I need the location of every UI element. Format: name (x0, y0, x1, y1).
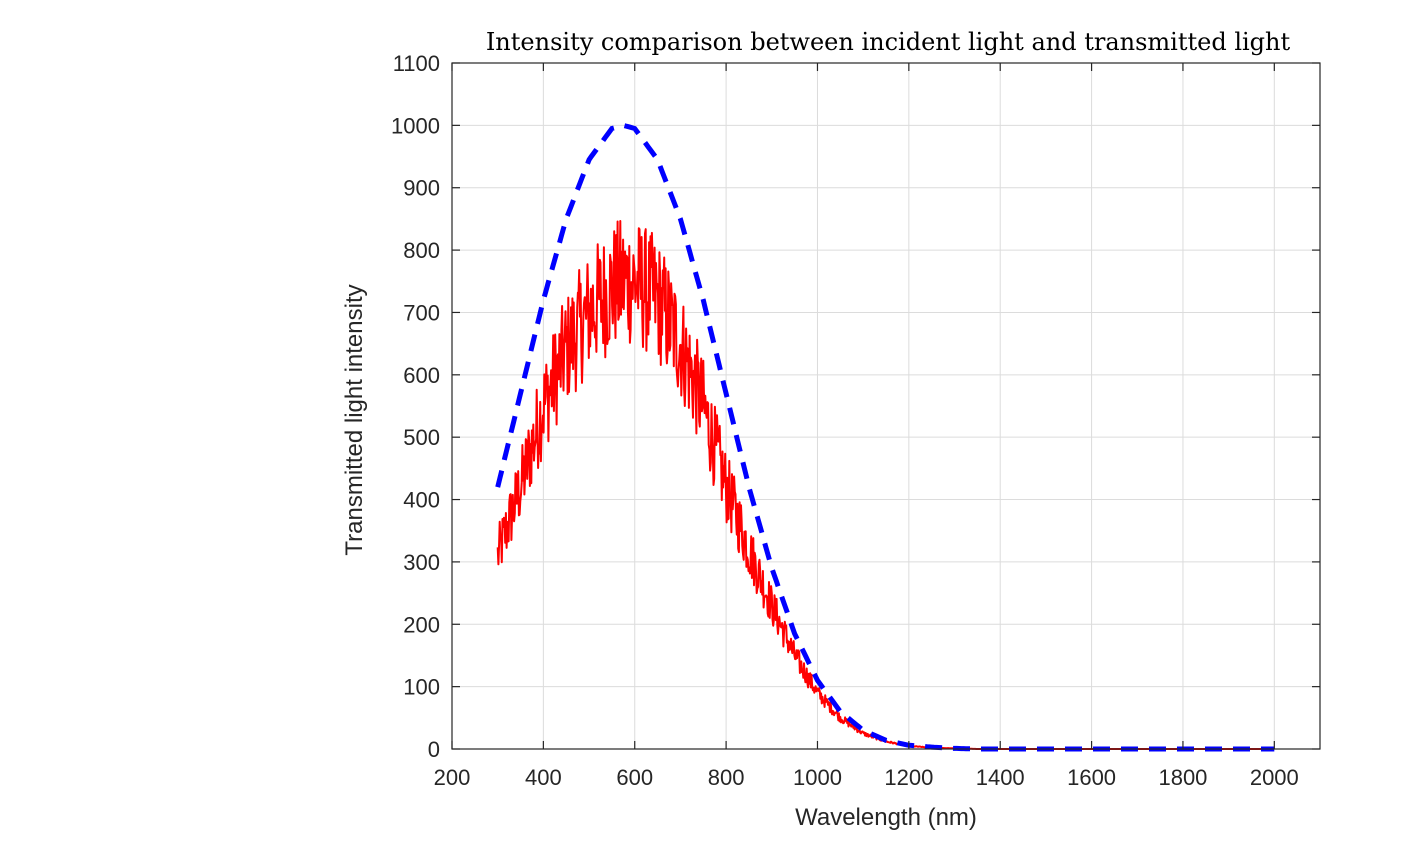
y-tick-label: 100 (403, 675, 440, 700)
x-tick-label: 400 (525, 765, 562, 790)
ticks: 200 400 600 800 1000 1200 1400 1600 1800 2000 0 100… (391, 51, 1320, 790)
axes-box (451, 62, 1321, 750)
y-tick-label: 600 (403, 363, 440, 388)
x-axis-label: Wavelength (nm) (795, 804, 977, 831)
y-axis-label: Transmitted light intensity (341, 284, 368, 555)
y-tick-label: 0 (428, 737, 440, 762)
series-line-dashed (495, 122, 1275, 752)
grid (451, 62, 1320, 750)
x-tick-label: 1400 (976, 765, 1025, 790)
x-tick-label: 1800 (1158, 765, 1207, 790)
x-tick-label: 1000 (793, 765, 842, 790)
y-tick-label: 300 (403, 550, 440, 575)
y-tick-label: 700 (403, 300, 440, 325)
x-tick-label: 1600 (1067, 765, 1116, 790)
y-tick-label: 1000 (391, 113, 440, 138)
x-tick-label: 1200 (884, 765, 933, 790)
y-tick-label: 200 (403, 612, 440, 637)
chart-title: Intensity comparison between incident li… (486, 28, 1291, 56)
x-tick-label: 200 (434, 765, 471, 790)
series-line-noisy (496, 220, 1275, 750)
y-tick-label: 800 (403, 238, 440, 263)
y-tick-label: 400 (403, 488, 440, 513)
y-tick-label: 500 (403, 425, 440, 450)
x-tick-label: 600 (616, 765, 653, 790)
x-tick-label: 800 (708, 765, 745, 790)
y-tick-label: 900 (403, 176, 440, 201)
x-tick-label: 2000 (1250, 765, 1299, 790)
y-tick-label: 1100 (393, 51, 440, 76)
